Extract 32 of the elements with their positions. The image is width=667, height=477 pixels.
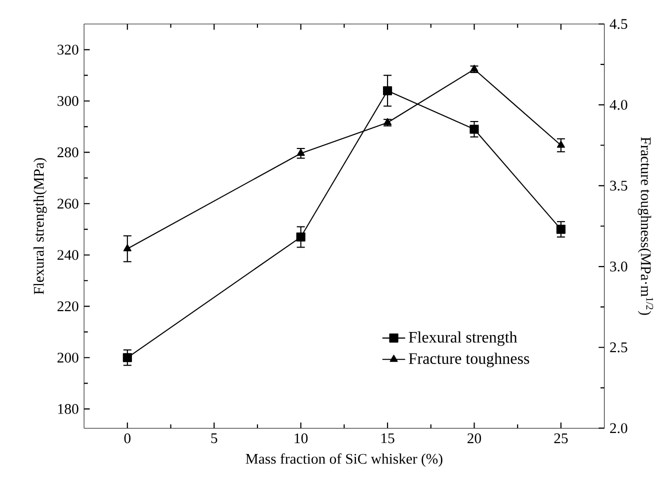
y-tick-label: 220 <box>58 301 78 312</box>
point <box>122 352 132 362</box>
y-tick-label: 260 <box>58 198 78 208</box>
x-tick-label: 25 <box>554 433 568 444</box>
y-tick-label: 200 <box>58 352 78 362</box>
y-tick-label: 300 <box>58 96 78 106</box>
y-tick-label: 240 <box>58 250 78 260</box>
x-tick-label: 15 <box>381 433 394 444</box>
legend-label: Flexural strength <box>408 331 518 346</box>
y2-axis-title: Fracture toughness(MPa·m$^{1/2}$) <box>638 136 654 315</box>
y-tick-label: 180 <box>58 404 78 414</box>
y-axis-title: Flexural strength(MPa) <box>33 158 47 294</box>
y2-tick-label: 4.5 <box>610 18 628 29</box>
point <box>123 244 132 252</box>
x-axis-title: Mass fraction of SiC whisker (%) <box>246 453 442 467</box>
y2-tick-label: 4.0 <box>610 100 628 110</box>
y-tick-label: 280 <box>58 147 78 158</box>
point <box>382 86 392 96</box>
point <box>556 224 566 234</box>
point <box>296 148 305 156</box>
legend-label: Fracture toughness <box>408 352 530 368</box>
y-tick-label: 320 <box>58 44 78 55</box>
y2-tick-label: 3.0 <box>610 261 628 272</box>
x-tick-label: 5 <box>211 433 218 444</box>
y2-tick-label: 2.5 <box>610 342 628 352</box>
x-tick-label: 10 <box>294 433 308 444</box>
point <box>296 232 306 242</box>
x-tick-label: 0 <box>124 433 131 444</box>
point <box>470 124 479 134</box>
y2-tick-label: 2.0 <box>610 423 628 434</box>
y2-tick-label: 3.5 <box>610 180 628 191</box>
x-tick-label: 20 <box>468 433 482 444</box>
